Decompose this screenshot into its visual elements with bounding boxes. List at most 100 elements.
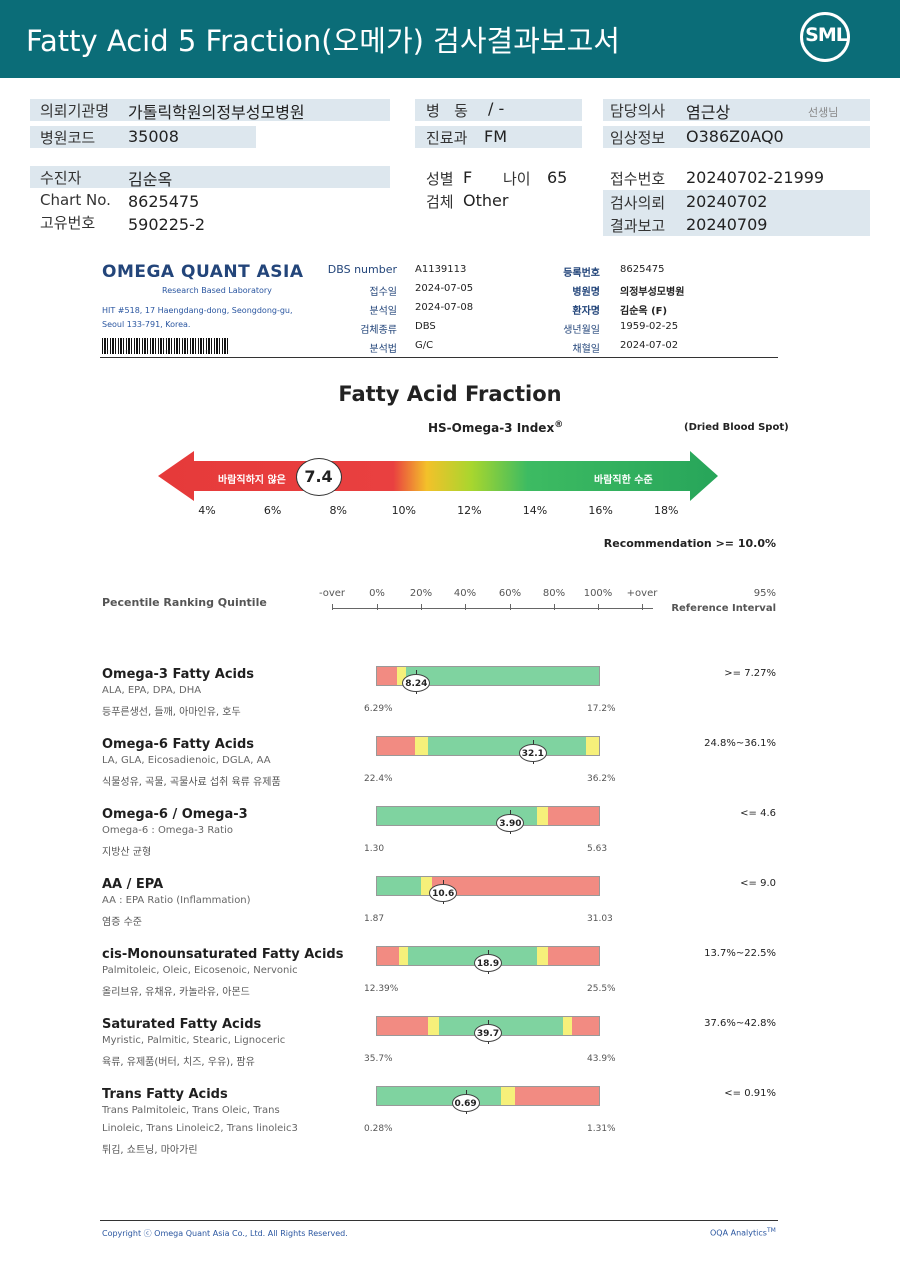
item-subtitle: LA, GLA, Eicosadienoic, DGLA, AA <box>102 755 271 766</box>
bar-segment <box>514 1087 599 1105</box>
reg-label: 등록번호 <box>563 268 600 279</box>
bar-segment <box>377 737 415 755</box>
fatty-acid-fraction-title: Fatty Acid Fraction <box>338 382 562 406</box>
copyright: Copyright ⓒ Omega Quant Asia Co., Ltd. A… <box>102 1229 348 1238</box>
index-tick-label: 12% <box>457 504 482 517</box>
item-reference: 13.7%~22.5% <box>704 948 776 959</box>
item-bar <box>376 666 600 686</box>
dates-band <box>603 190 870 236</box>
item-subtitle: Trans Palmitoleic, Trans Oleic, Trans <box>102 1105 280 1116</box>
sml-logo-text: SML <box>805 24 848 46</box>
header-divider <box>100 357 778 358</box>
scale-title: Pecentile Ranking Quintile <box>102 596 267 609</box>
scale-axis <box>333 608 653 609</box>
dried-blood-spot: (Dried Blood Spot) <box>684 422 789 433</box>
index-tick-label: 6% <box>263 504 282 517</box>
item-reference: <= 4.6 <box>740 808 776 819</box>
bar-segment <box>405 667 599 685</box>
lab-address-2: Seoul 133-791, Korea. <box>102 320 191 329</box>
item-subtitle-2: Linoleic, Trans Linoleic2, Trans linolei… <box>102 1123 298 1134</box>
scale-tick <box>510 604 511 610</box>
item-foods: 염증 수준 <box>102 917 142 928</box>
bar-segment <box>536 947 548 965</box>
dbs-label: DBS number <box>327 263 397 276</box>
specimen-label: 검체 <box>426 193 454 211</box>
bar-segment <box>408 947 537 965</box>
pat-value: 김순옥 (F) <box>620 306 668 317</box>
clinical-band <box>603 126 870 148</box>
index-value-marker: 7.4 <box>295 458 342 496</box>
item-reference: >= 7.27% <box>724 668 776 679</box>
item-min: 1.30 <box>364 844 385 854</box>
item-reference: 24.8%~36.1% <box>704 738 776 749</box>
recv-value: 2024-07-05 <box>415 283 474 294</box>
scale-tick <box>642 604 643 610</box>
index-tick-row: 4% 6% 8% 10% 12% 14% 16% 18% <box>0 504 900 520</box>
scale-label: 20% <box>409 588 433 599</box>
bar-segment <box>563 1017 573 1035</box>
header-bar <box>0 0 900 78</box>
bar-segment <box>432 877 599 895</box>
bar-segment <box>377 667 397 685</box>
index-tick-label: 4% <box>198 504 216 517</box>
item-subtitle: Myristic, Palmitic, Stearic, Lignoceric <box>102 1035 286 1046</box>
lab-name: OMEGA QUANT ASIA <box>102 262 304 282</box>
anal-value: 2024-07-08 <box>415 302 474 313</box>
scale-tick <box>554 604 555 610</box>
item-subtitle: AA : EPA Ratio (Inflammation) <box>102 895 251 906</box>
bar-segment <box>572 1017 599 1035</box>
scale-ticks <box>0 604 900 610</box>
bar-segment <box>536 807 548 825</box>
item-min: 35.7% <box>364 1054 393 1064</box>
item-foods: 튀김, 쇼트닝, 마아가린 <box>102 1145 198 1156</box>
item-value-marker: 3.90 <box>496 814 525 832</box>
doctor-suffix: 선생님 <box>808 106 839 119</box>
item-value-marker: 18.9 <box>474 954 502 972</box>
index-subtitle-text: HS-Omega-3 Index <box>428 421 555 435</box>
item-foods: 육류, 유제품(버터, 치즈, 우유), 팜유 <box>102 1057 255 1068</box>
recommendation: Recommendation >= 10.0% <box>603 537 776 550</box>
chart-label: Chart No. <box>40 191 111 209</box>
doctor-value: 염근상 <box>686 103 731 122</box>
bad-label: 바람직하지 않은 <box>218 475 286 486</box>
lab-address-1: HIT #518, 17 Haengdang-dong, Seongdong-g… <box>102 306 293 315</box>
item-reference: 37.6%~42.8% <box>704 1018 776 1029</box>
item-max: 5.63 <box>587 844 608 854</box>
requested-value: 20240702 <box>686 192 768 211</box>
item-min: 6.29% <box>364 704 393 714</box>
scale-label: 0% <box>369 588 385 599</box>
index-tick-label: 16% <box>588 504 613 517</box>
index-tick-label: 8% <box>329 504 347 517</box>
item-min: 22.4% <box>364 774 393 784</box>
scale-label: 100% <box>583 588 613 599</box>
item-title: cis-Monounsaturated Fatty Acids <box>102 947 344 962</box>
item-value-marker: 10.6 <box>429 884 458 902</box>
item-min: 1.87 <box>364 914 385 924</box>
item-min: 0.28% <box>364 1124 393 1134</box>
specimen-value: Other <box>463 191 509 210</box>
scale-tick <box>465 604 466 610</box>
scale-label: 40% <box>453 588 477 599</box>
bar-segment <box>399 947 409 965</box>
hospital-code-value: 35008 <box>128 127 179 146</box>
item-bar <box>376 736 600 756</box>
scale-label: 60% <box>498 588 522 599</box>
item-max: 17.2% <box>587 704 616 714</box>
hosp-value: 의정부성모병원 <box>620 287 685 298</box>
bar-segment <box>377 1017 429 1035</box>
item-min: 12.39% <box>364 984 399 994</box>
type-label: 검체종류 <box>360 325 397 336</box>
scale-label: +over <box>626 588 658 599</box>
bar-segment <box>547 807 599 825</box>
bar-segment <box>377 947 400 965</box>
recv-label: 접수일 <box>369 287 397 298</box>
sex-label: 성별 <box>426 170 454 188</box>
pat-label: 환자명 <box>572 306 600 317</box>
index-tick-label: 10% <box>391 504 417 517</box>
item-bar <box>376 806 600 826</box>
item-reference: <= 9.0 <box>740 878 776 889</box>
dept-label: 진료과 <box>426 129 468 147</box>
bar-segment <box>377 1087 502 1105</box>
item-title: Omega-6 Fatty Acids <box>102 737 255 752</box>
